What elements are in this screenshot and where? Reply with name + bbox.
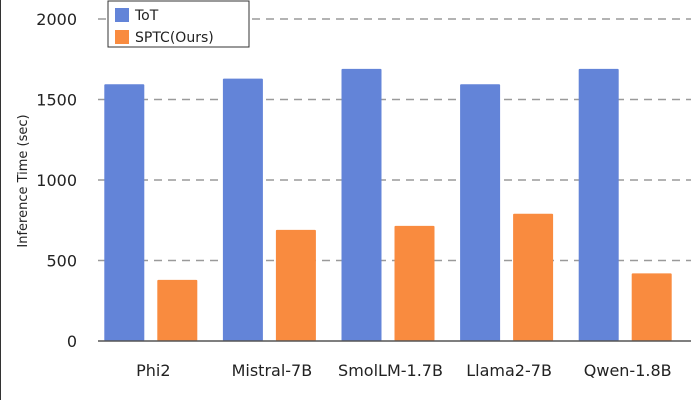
- bar-tot: [578, 68, 619, 341]
- legend-box: [107, 0, 250, 48]
- bar-sptc-ours-: [394, 225, 435, 341]
- legend-label: ToT: [134, 8, 159, 24]
- x-tick-label: Phi2: [136, 361, 170, 380]
- y-tick-label: 500: [46, 252, 77, 271]
- y-tick-label: 1500: [36, 91, 77, 110]
- legend: ToT SPTC(Ours): [107, 0, 250, 48]
- bar-sptc-ours-: [631, 273, 672, 341]
- bar-tot: [104, 84, 145, 341]
- x-tick-label: Qwen-1.8B: [584, 361, 672, 380]
- bar-tot: [460, 84, 501, 341]
- legend-swatch: [115, 8, 129, 22]
- bar-sptc-ours-: [513, 213, 554, 341]
- y-tick-label: 1000: [36, 171, 77, 190]
- y-tick-labels: 0 500 1000 1500 2000: [36, 10, 77, 351]
- bar-sptc-ours-: [157, 279, 198, 341]
- x-tick-label: Mistral-7B: [232, 361, 313, 380]
- legend-label: SPTC(Ours): [135, 30, 214, 46]
- y-tick-label: 0: [67, 332, 77, 351]
- legend-swatch: [115, 30, 129, 44]
- bars: [104, 68, 672, 341]
- bar-tot: [341, 68, 382, 341]
- x-tick-labels: Phi2 Mistral-7B SmolLM-1.7B Llama2-7B Qwen-1…: [136, 361, 672, 380]
- bar-sptc-ours-: [275, 229, 316, 341]
- bar-tot: [222, 78, 263, 341]
- x-tick-label: Llama2-7B: [466, 361, 552, 380]
- y-axis-label: Inference Time (sec): [16, 114, 31, 247]
- x-tick-label: SmolLM-1.7B: [338, 361, 443, 380]
- y-tick-label: 2000: [36, 10, 77, 29]
